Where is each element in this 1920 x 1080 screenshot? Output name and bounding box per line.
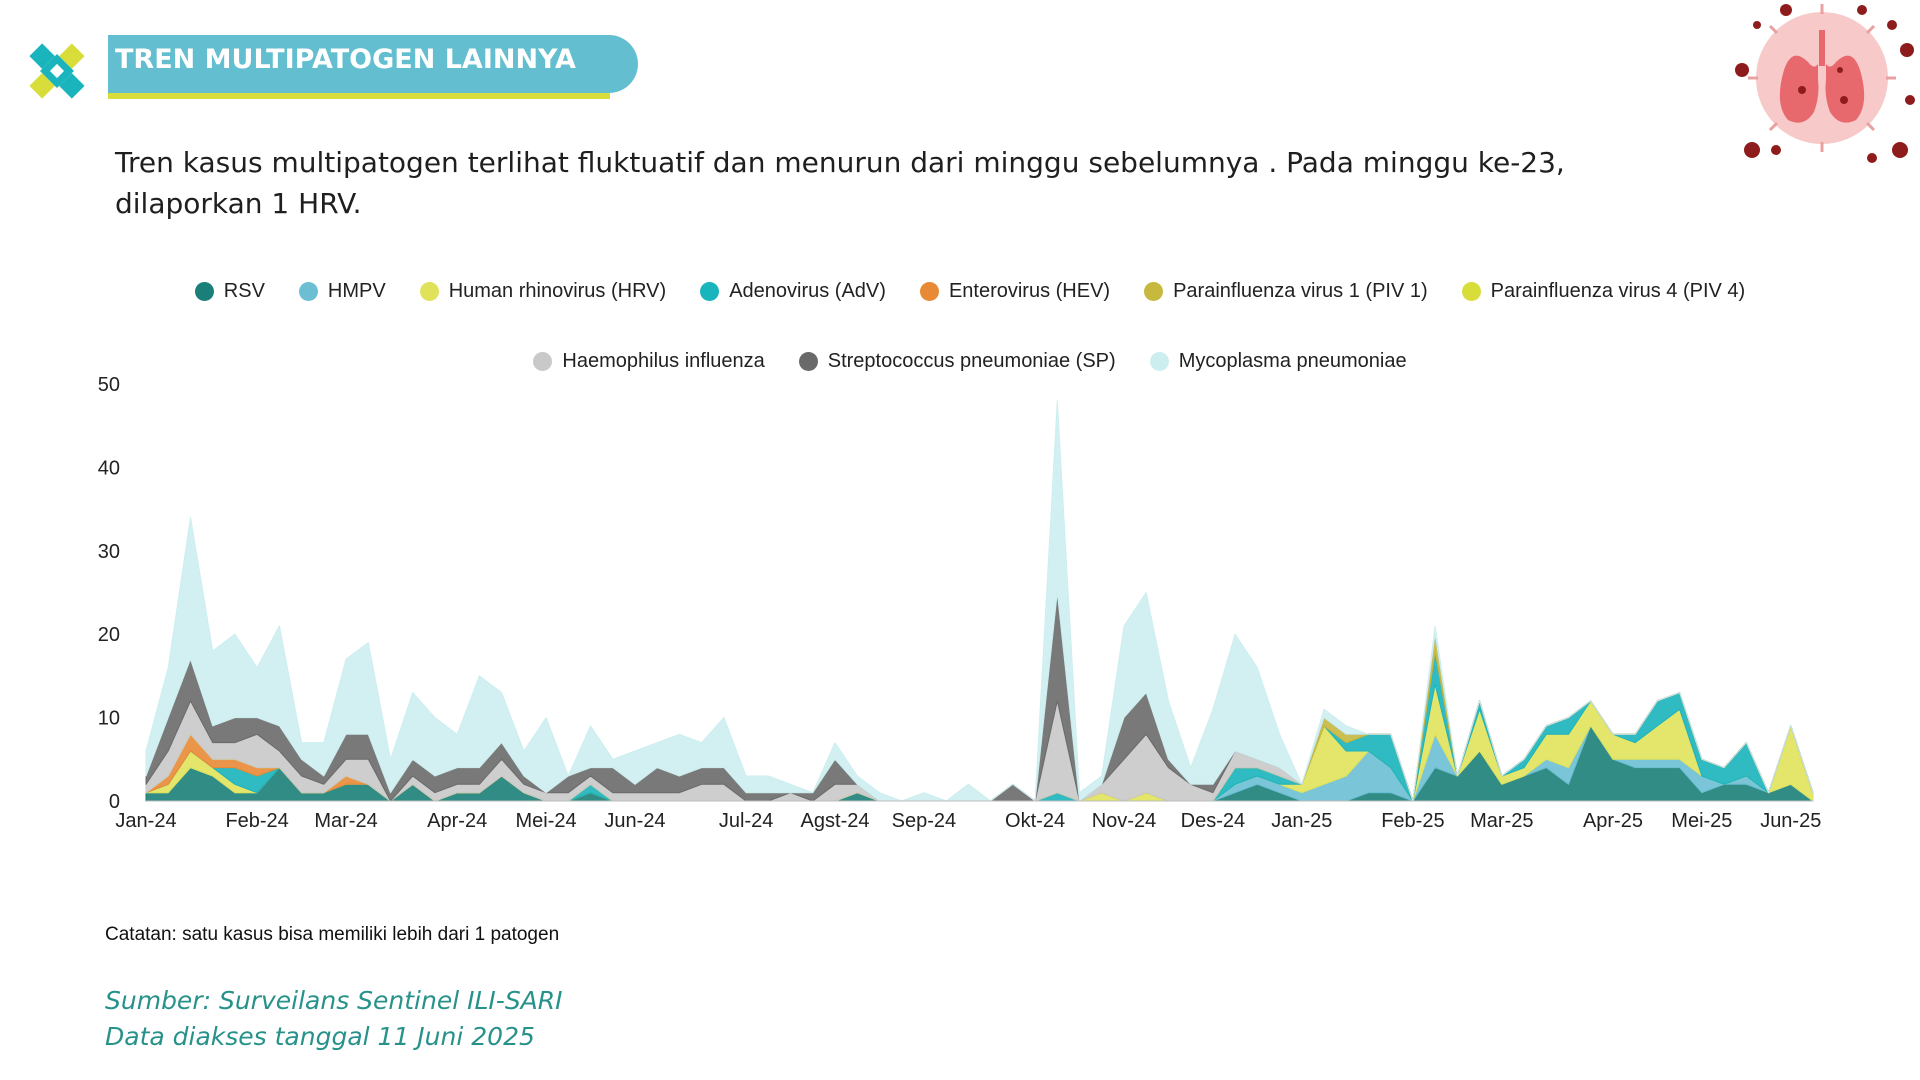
x-tick-label: Mei-25: [1671, 810, 1732, 832]
x-tick-label: Okt-24: [1005, 810, 1065, 832]
legend-item: Mycoplasma pneumoniae: [1149, 348, 1407, 374]
legend-item: Parainfluenza virus 4 (PIV 4): [1461, 278, 1746, 304]
legend-item: Streptococcus pneumoniae (SP): [798, 348, 1116, 374]
x-tick-label: Feb-25: [1381, 810, 1444, 832]
legend-label: Human rhinovirus (HRV): [448, 279, 667, 302]
legend-swatch: [419, 281, 439, 301]
access-date-text: Data diakses tanggal 11 Juni 2025: [105, 1022, 535, 1051]
y-tick-label: 40: [98, 457, 120, 479]
legend-label: RSV: [223, 279, 265, 302]
x-tick-label: Jun-24: [604, 810, 665, 832]
title-underline: [108, 93, 610, 99]
title-banner: [108, 35, 638, 93]
legend-label: HMPV: [327, 279, 386, 302]
x-tick-label: Apr-25: [1583, 810, 1643, 832]
chart-areas: [145, 400, 1814, 802]
legend-label: Parainfluenza virus 4 (PIV 4): [1490, 279, 1746, 302]
y-tick-label: 20: [98, 624, 120, 646]
legend-label: Streptococcus pneumoniae (SP): [827, 349, 1116, 372]
y-axis: 0 10 20 30 40 50: [98, 374, 120, 813]
x-tick-label: Mei-24: [516, 810, 577, 832]
x-tick-label: Feb-24: [225, 810, 288, 832]
x-tick-label: Mar-24: [314, 810, 377, 832]
legend-swatch: [533, 351, 553, 371]
x-tick-label: Jan-24: [115, 810, 176, 832]
y-tick-label: 50: [98, 374, 120, 396]
legend-swatch: [1144, 281, 1164, 301]
x-tick-label: Mar-25: [1470, 810, 1533, 832]
x-tick-label: Des-24: [1181, 810, 1245, 832]
kemenkes-logo-icon: [29, 43, 85, 99]
x-tick-label: Jul-24: [719, 810, 773, 832]
y-tick-label: 10: [98, 708, 120, 730]
legend-label: Haemophilus influenza: [562, 349, 765, 372]
chart-legend: RSV HMPV Human rhinovirus (HRV) Adenovirus …: [130, 278, 1810, 374]
x-tick-label: Agst-24: [801, 810, 870, 832]
legend-swatch: [1461, 281, 1481, 301]
x-tick-label: Apr-24: [427, 810, 487, 832]
y-tick-label: 30: [98, 541, 120, 563]
legend-swatch: [1149, 351, 1169, 371]
legend-item: HMPV: [298, 278, 386, 304]
x-axis: Jan-24 Feb-24 Mar-24 Apr-24 Mei-24 Jun-24 Jul-…: [115, 800, 1821, 832]
x-tick-label: Jan-25: [1271, 810, 1332, 832]
legend-item: Enterovirus (HEV): [919, 278, 1111, 304]
x-tick-label: Nov-24: [1092, 810, 1156, 832]
footnote: Catatan: satu kasus bisa memiliki lebih …: [105, 924, 560, 945]
legend-label: Enterovirus (HEV): [948, 279, 1111, 302]
series-area-mycoplasma-pneumoniae: [145, 400, 1814, 802]
summary-text: Tren kasus multipatogen terlihat fluktua…: [115, 146, 1565, 220]
legend-swatch: [298, 281, 318, 301]
page-title: TREN MULTIPATOGEN LAINNYA: [115, 44, 576, 75]
legend-label: Parainfluenza virus 1 (PIV 1): [1173, 279, 1428, 302]
legend-label: Mycoplasma pneumoniae: [1178, 349, 1407, 372]
legend-swatch: [194, 281, 214, 301]
source-text: Sumber: Surveilans Sentinel ILI-SARI: [105, 986, 563, 1015]
legend-item: RSV: [194, 278, 265, 304]
legend-item: Human rhinovirus (HRV): [419, 278, 667, 304]
x-tick-label: Jun-25: [1760, 810, 1821, 832]
area-chart: 0 10 20 30 40 50 Jan-24 Feb-24 Mar-24 Apr-24 Mei-…: [98, 374, 1822, 832]
y-tick-label: 0: [109, 791, 120, 813]
legend-swatch: [919, 281, 939, 301]
legend-item: Adenovirus (AdV): [700, 278, 886, 304]
lungs-virus-icon: [1735, 4, 1915, 163]
legend-item: Parainfluenza virus 1 (PIV 1): [1144, 278, 1428, 304]
legend-item: Haemophilus influenza: [533, 348, 765, 374]
legend-swatch: [798, 351, 818, 371]
legend-swatch: [700, 281, 720, 301]
x-tick-label: Sep-24: [892, 810, 957, 832]
legend-label: Adenovirus (AdV): [729, 279, 886, 302]
